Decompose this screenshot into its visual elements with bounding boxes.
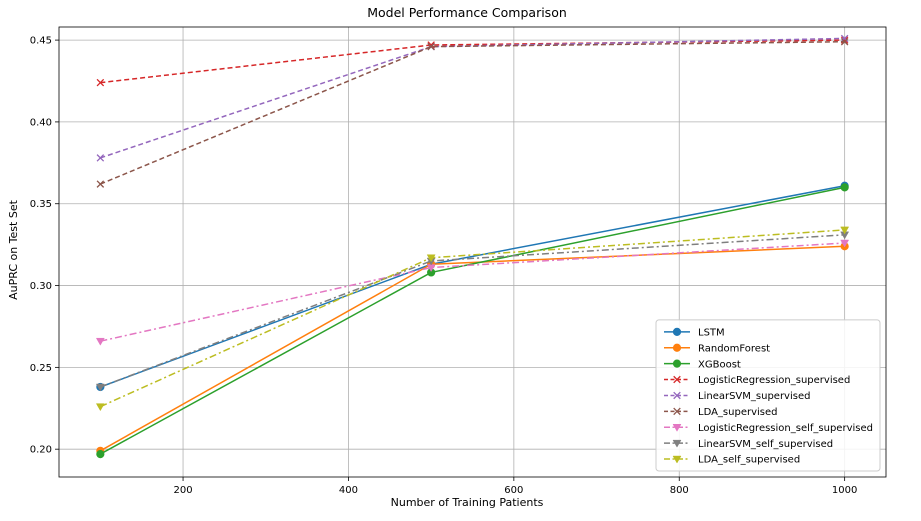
series-layer [95,34,850,459]
legend-item-linearsvm-supervised: LinearSVM_supervised [664,391,810,402]
legend-marker-swatch [672,455,682,464]
legend-item-logisticregression-supervised: LogisticRegression_supervised [664,375,850,386]
data-point-linearsvm-supervised [840,34,849,43]
series-logisticregression-self-supervised [95,239,850,346]
legend-item-xgboost: XGBoost [664,359,741,370]
legend-box [655,319,881,472]
data-point-lda-supervised [840,37,849,46]
legend-marker-swatch [672,343,682,352]
legend-marker-swatch [672,327,682,336]
y-axis-label: AuPRC on Test Set [7,199,20,300]
x-tick-label: 600 [504,485,523,496]
legend-item-randomforest: RandomForest [664,343,770,354]
data-point-linearsvm-self-supervised [95,383,105,392]
series-line-logisticregression-self-supervised [100,242,845,342]
series-line-linearsvm-self-supervised [100,234,845,388]
legend-item-logisticregression-self-supervised: LogisticRegression_self_supervised [664,423,873,434]
data-point-logisticregression-supervised [96,78,105,87]
y-tick-label: 0.40 [30,117,52,128]
series-lda-self-supervised [95,226,850,412]
legend-marker-swatch [673,407,681,416]
series-line-linearsvm-supervised [100,37,845,159]
plot-frame [58,26,887,478]
series-line-lda-supervised [100,40,845,185]
legend-label: LinearSVM_self_supervised [698,439,833,450]
y-tick-label: 0.25 [30,363,52,374]
legend-marker-swatch [673,391,681,400]
data-point-logisticregression-self-supervised [840,239,850,248]
legend: LSTM RandomForest XGBoost LogisticRegressio… [655,319,881,472]
x-tick-label: 800 [670,485,689,496]
data-point-lda-self-supervised [840,226,850,235]
legend-marker-swatch [672,424,682,432]
legend-marker-swatch [672,439,682,448]
legend-label: LogisticRegression_supervised [698,375,850,386]
legend-marker-swatch [673,375,681,384]
series-xgboost [96,183,849,459]
data-point-logisticregression-self-supervised [95,337,105,346]
legend-item-lda-self-supervised: LDA_self_supervised [664,455,800,466]
data-point-xgboost [96,449,105,459]
legend-item-linearsvm-self-supervised: LinearSVM_self_supervised [664,439,833,450]
y-tick-label: 0.30 [30,281,52,292]
legend-label: LSTM [698,327,725,338]
data-point-linearsvm-supervised [96,154,105,162]
data-point-xgboost [840,183,849,192]
data-point-lda-supervised [96,180,105,188]
x-tick-label: 1000 [832,485,857,496]
legend-label: LDA_self_supervised [698,455,800,466]
x-tick-label: 200 [174,485,193,496]
data-point-lda-supervised [427,42,435,51]
x-tick-label: 400 [339,485,358,496]
data-point-lda-self-supervised [426,254,436,263]
y-tick-label: 0.20 [30,445,52,456]
data-point-lda-self-supervised [95,403,105,412]
legend-label: LDA_supervised [698,407,778,418]
legend-marker-swatch [672,359,682,368]
chart-title: Model Performance Comparison [367,5,567,20]
y-tick-label: 0.35 [30,199,52,210]
axis-ticks: 200 400 600 800 1000 0.20 0.25 0.30 0.35 0.40 0.45 [30,36,858,496]
x-axis-label: Number of Training Patients [391,496,544,509]
y-tick-label: 0.45 [30,36,52,47]
series-lda-supervised [96,37,849,188]
legend-label: XGBoost [698,359,741,370]
legend-item-lstm: LSTM [664,327,725,338]
legend-label: LogisticRegression_self_supervised [698,423,873,434]
legend-item-lda-supervised: LDA_supervised [664,407,778,418]
legend-label: RandomForest [698,343,770,354]
legend-label: LinearSVM_supervised [698,391,810,402]
